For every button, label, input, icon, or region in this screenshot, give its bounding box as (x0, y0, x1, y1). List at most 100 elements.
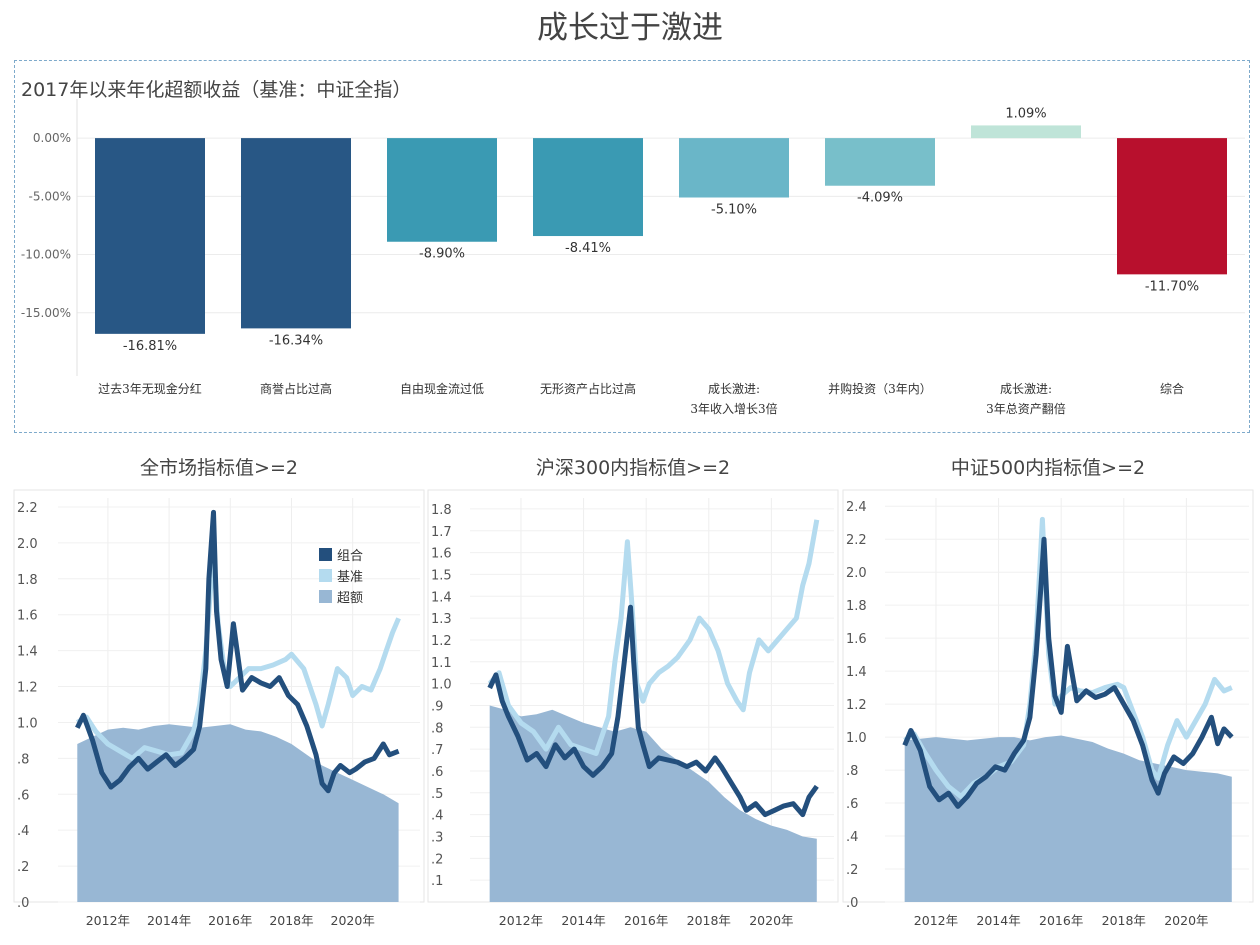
bar-value-label: -4.09% (857, 191, 903, 206)
bar (387, 138, 497, 242)
y-tick-label: .2 (17, 860, 29, 875)
y-tick-label: .6 (17, 788, 29, 803)
y-tick-label: 1.0 (431, 678, 452, 693)
y-tick-label: 1.3 (431, 612, 452, 627)
bar-value-label: -8.41% (565, 241, 611, 256)
bar-category-label: 3年总资产翻倍 (986, 401, 1066, 416)
bar-value-label: -8.90% (419, 247, 465, 262)
series-benchmark-line (903, 516, 1233, 799)
bar-category-label: 3年收入增长3倍 (690, 401, 777, 416)
bar-category-label: 无形资产占比过高 (540, 381, 636, 396)
legend-label: 基准 (337, 570, 363, 585)
bar (1117, 138, 1227, 275)
series-portfolio-line (75, 509, 400, 794)
bar-value-label: 1.09% (1005, 106, 1046, 121)
legend-swatch (319, 569, 332, 582)
series-benchmark-line (487, 519, 820, 756)
legend-label: 组合 (337, 549, 363, 564)
x-tick-label: 2016年 (624, 913, 668, 928)
y-tick-label: 1.6 (431, 547, 452, 562)
y-tick-label: 1.4 (431, 590, 452, 605)
legend-label: 超额 (337, 591, 363, 606)
x-tick-label: 2016年 (208, 913, 252, 928)
bar (679, 138, 789, 198)
bar-value-label: -16.34% (269, 333, 323, 348)
y-tick-label: 2.2 (17, 501, 38, 516)
x-tick-label: 2018年 (269, 913, 313, 928)
y-tick-label: 1.2 (431, 634, 452, 649)
y-tick-label: .8 (431, 721, 443, 736)
line-chart-3: 2012年 2014年 2016年 2018年 2020年 .0 .2 .4 .6 .8 1.0 1.… (842, 489, 1254, 928)
line-chart-2: 2012年 2014年 2016年 2018年 2020年 .1 .2 .3 .4 .5 .6 .7.… (427, 489, 839, 928)
line-chart-3-title: 中证500内指标值>=2 (950, 457, 1146, 479)
bar (971, 125, 1081, 139)
y-tick-label: 1.2 (846, 698, 867, 713)
y-tick-label: 1.0 (846, 731, 867, 746)
bar (533, 138, 643, 237)
y-tick-label: .2 (846, 863, 858, 878)
y-tick-label: .4 (431, 809, 443, 824)
bar (825, 138, 935, 186)
y-tick-label: .7 (431, 743, 443, 758)
series-portfolio-line (487, 604, 819, 818)
bar-value-label: -5.10% (711, 202, 757, 217)
y-tick-label: 1.0 (17, 716, 38, 731)
y-tick-label: 1.7 (431, 525, 452, 540)
bar (241, 138, 351, 329)
bar-category-label: 成长激进: (1000, 382, 1052, 396)
bar-chart: 0.00% -5.00% -10.00% -15.00% -16.81% 过去3年无现金分… (21, 99, 1245, 416)
bar-category-label: 成长激进: (708, 382, 760, 396)
y-tick-label: 2.4 (846, 500, 867, 515)
legend-swatch (319, 548, 332, 561)
x-tick-label: 2020年 (1164, 913, 1208, 928)
x-tick-label: 2016年 (1039, 913, 1083, 928)
x-tick-label: 2012年 (914, 913, 958, 928)
y-tick-label: .9 (431, 699, 443, 714)
bar-chart-panel: 2017年以来年化超额收益（基准：中证全指） 0.00% -5.00% -10.00… (14, 60, 1250, 433)
bar-y-tick-label: -5.00% (29, 189, 71, 203)
y-tick-label: 1.8 (846, 599, 867, 614)
bar-category-label: 并购投资（3年内） (828, 381, 932, 396)
y-tick-label: .1 (431, 874, 443, 889)
y-tick-label: 1.6 (17, 609, 38, 624)
bar-y-tick-label: -15.00% (21, 306, 71, 320)
x-tick-label: 2020年 (749, 913, 793, 928)
y-tick-label: .4 (17, 824, 29, 839)
main-title: 成长过于激进 (537, 10, 723, 46)
x-tick-label: 2014年 (976, 913, 1020, 928)
bar-value-label: -11.70% (1145, 279, 1199, 294)
y-tick-label: 2.0 (17, 537, 38, 552)
y-tick-label: .5 (431, 787, 443, 802)
x-tick-label: 2018年 (1102, 913, 1146, 928)
y-tick-label: .2 (431, 852, 443, 867)
bar-y-tick-label: 0.00% (33, 131, 71, 145)
bar-value-label: -16.81% (123, 339, 177, 354)
x-tick-label: 2020年 (331, 913, 375, 928)
y-tick-label: 1.4 (846, 665, 867, 680)
y-tick-label: 1.2 (17, 681, 38, 696)
bar (95, 138, 205, 334)
y-tick-label: .4 (846, 830, 858, 845)
y-tick-label: 2.2 (846, 533, 867, 548)
series-portfolio-line (902, 536, 1234, 809)
y-tick-label: .8 (17, 752, 29, 767)
line-chart-1: 2012年 2014年 2016年 2018年 2020年 .0 .2 .4 .6 .8 1.0 1.… (13, 489, 425, 928)
y-tick-label: .6 (431, 765, 443, 780)
bar-category-label: 自由现金流过低 (400, 381, 484, 396)
series-excess-area (77, 724, 399, 902)
y-tick-label: 1.8 (17, 573, 38, 588)
x-tick-label: 2012年 (499, 913, 543, 928)
bar-category-label: 过去3年无现金分红 (98, 381, 202, 396)
series-benchmark-line (76, 549, 401, 761)
x-tick-label: 2018年 (687, 913, 731, 928)
y-tick-label: 1.5 (431, 568, 452, 583)
y-tick-label: 2.0 (846, 566, 867, 581)
y-tick-label: .6 (846, 797, 858, 812)
line-chart-2-title: 沪深300内指标值>=2 (535, 457, 731, 479)
bar-y-tick-label: -10.00% (21, 248, 71, 262)
bar-chart-title: 2017年以来年化超额收益（基准：中证全指） (21, 79, 412, 101)
x-tick-label: 2014年 (147, 913, 191, 928)
x-tick-label: 2012年 (86, 913, 130, 928)
y-tick-label: 1.4 (17, 645, 38, 660)
y-tick-label: 1.6 (846, 632, 867, 647)
